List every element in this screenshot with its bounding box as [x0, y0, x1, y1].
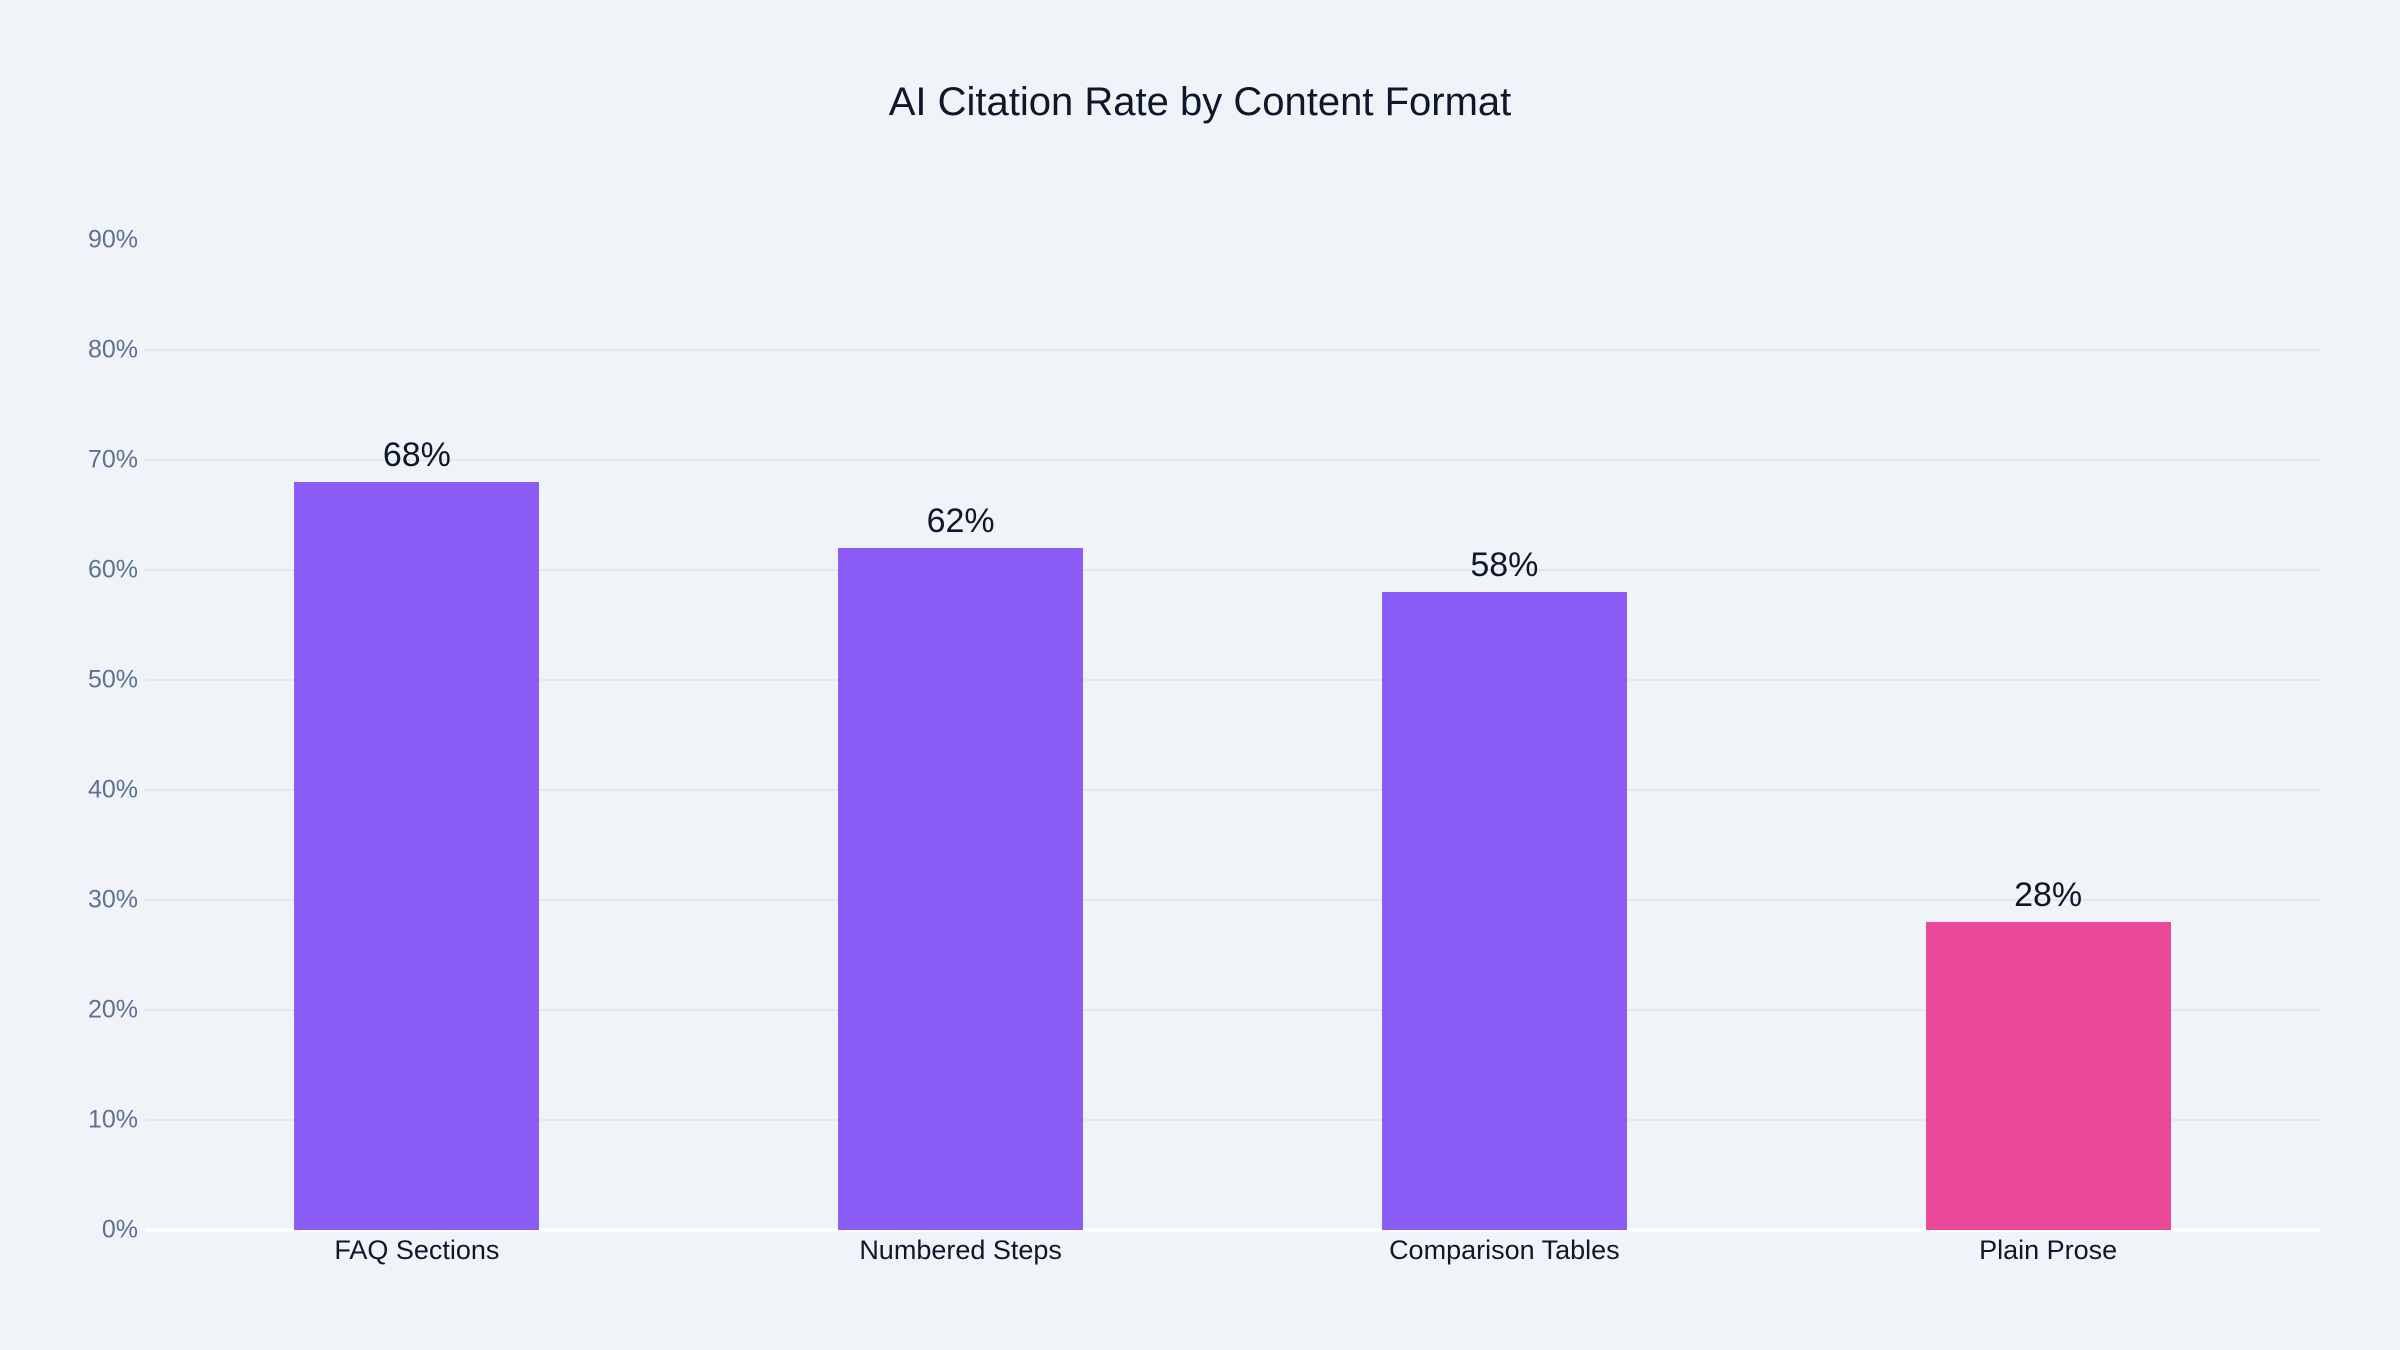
- y-tick-label: 60%: [87, 555, 138, 584]
- bar-value-label: 68%: [382, 436, 451, 474]
- y-tick-label: 20%: [87, 995, 138, 1024]
- x-tick-label: Comparison Tables: [1389, 1235, 1620, 1265]
- y-tick-label: 40%: [87, 775, 138, 804]
- bar-value-label: 28%: [2014, 876, 2083, 914]
- y-tick-label: 10%: [87, 1105, 138, 1134]
- gridline: [145, 349, 2320, 351]
- gridline: [145, 1009, 2320, 1011]
- bar-value-label: 58%: [1470, 546, 1539, 584]
- gridline: [145, 899, 2320, 901]
- bar[interactable]: [1381, 592, 1627, 1230]
- bar[interactable]: [838, 548, 1084, 1230]
- bar[interactable]: [294, 482, 540, 1230]
- x-tick-label: Numbered Steps: [859, 1235, 1062, 1265]
- gridline: [145, 789, 2320, 791]
- y-tick-label: 80%: [87, 335, 138, 364]
- y-tick-label: 50%: [87, 665, 138, 694]
- bar[interactable]: [1925, 922, 2171, 1230]
- zero-line: [145, 1228, 2320, 1232]
- gridline: [145, 569, 2320, 571]
- chart-title: AI Citation Rate by Content Format: [888, 80, 1512, 124]
- gridline: [145, 679, 2320, 681]
- y-tick-label: 70%: [87, 445, 138, 474]
- y-tick-label: 0%: [101, 1215, 138, 1244]
- plot-area: 68% 62% 58% 28%: [145, 240, 2320, 1232]
- y-tick-label: 30%: [87, 885, 138, 914]
- gridline: [145, 1119, 2320, 1121]
- x-tick-label: Plain Prose: [1979, 1235, 2118, 1265]
- y-tick-label: 90%: [87, 225, 138, 254]
- x-tick-label: FAQ Sections: [334, 1235, 500, 1265]
- bar-value-label: 62%: [926, 502, 995, 540]
- gridline: [145, 459, 2320, 461]
